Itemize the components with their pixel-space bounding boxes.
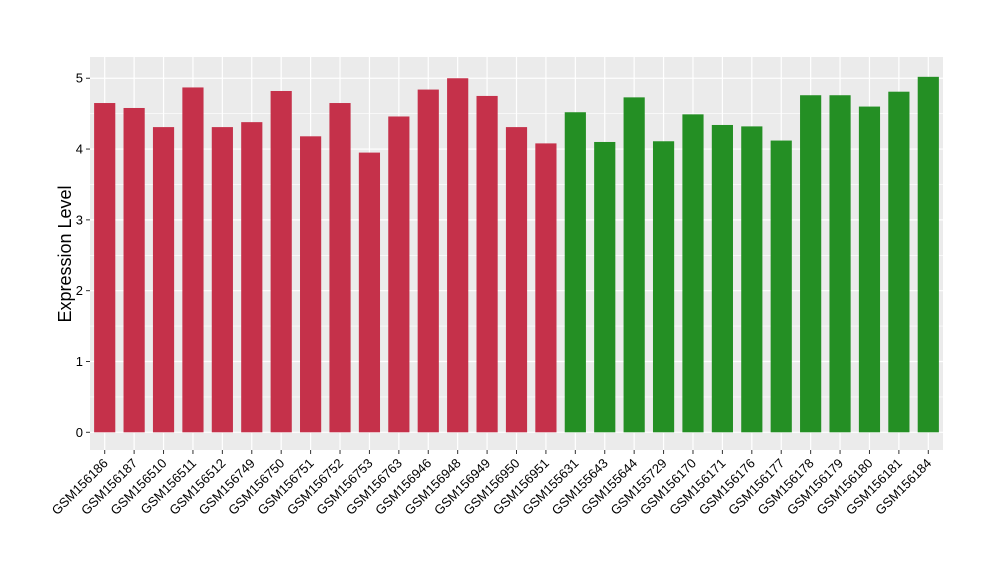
- y-axis: 0 1 2 3 4 5: [76, 71, 90, 440]
- bar: [711, 124, 733, 433]
- bar: [623, 97, 645, 433]
- bar: [829, 95, 851, 433]
- bar: [564, 112, 586, 433]
- y-tick-label: 1: [76, 354, 83, 369]
- y-tick-label: 4: [76, 142, 83, 157]
- bar: [652, 141, 675, 433]
- bar: [447, 78, 469, 433]
- bar: [682, 114, 704, 433]
- bar: [476, 95, 498, 433]
- bar: [388, 116, 410, 433]
- bar: [211, 127, 233, 433]
- bar: [858, 106, 881, 433]
- bar: [505, 127, 528, 433]
- x-axis: GSM156186GSM156187GSM156510GSM156511GSM1…: [49, 450, 934, 518]
- bar: [358, 152, 381, 433]
- bar: [152, 127, 175, 433]
- y-tick-label: 0: [76, 425, 83, 440]
- bar: [300, 136, 322, 433]
- bar: [741, 126, 763, 433]
- bar: [888, 91, 910, 433]
- bar: [270, 90, 292, 433]
- y-tick-label: 3: [76, 212, 83, 227]
- bars: [94, 76, 939, 433]
- bar: [123, 107, 145, 433]
- bar: [417, 89, 439, 433]
- bar: [329, 103, 351, 433]
- bar: [94, 103, 116, 433]
- bar: [594, 141, 616, 433]
- bar: [182, 87, 204, 433]
- bar: [241, 122, 263, 433]
- y-tick-label: 5: [76, 71, 83, 86]
- bar: [917, 76, 939, 433]
- bar: [770, 140, 792, 433]
- y-tick-label: 2: [76, 283, 83, 298]
- y-axis-title: Expression Level: [55, 185, 75, 322]
- bar: [800, 95, 822, 433]
- bar: [535, 143, 557, 433]
